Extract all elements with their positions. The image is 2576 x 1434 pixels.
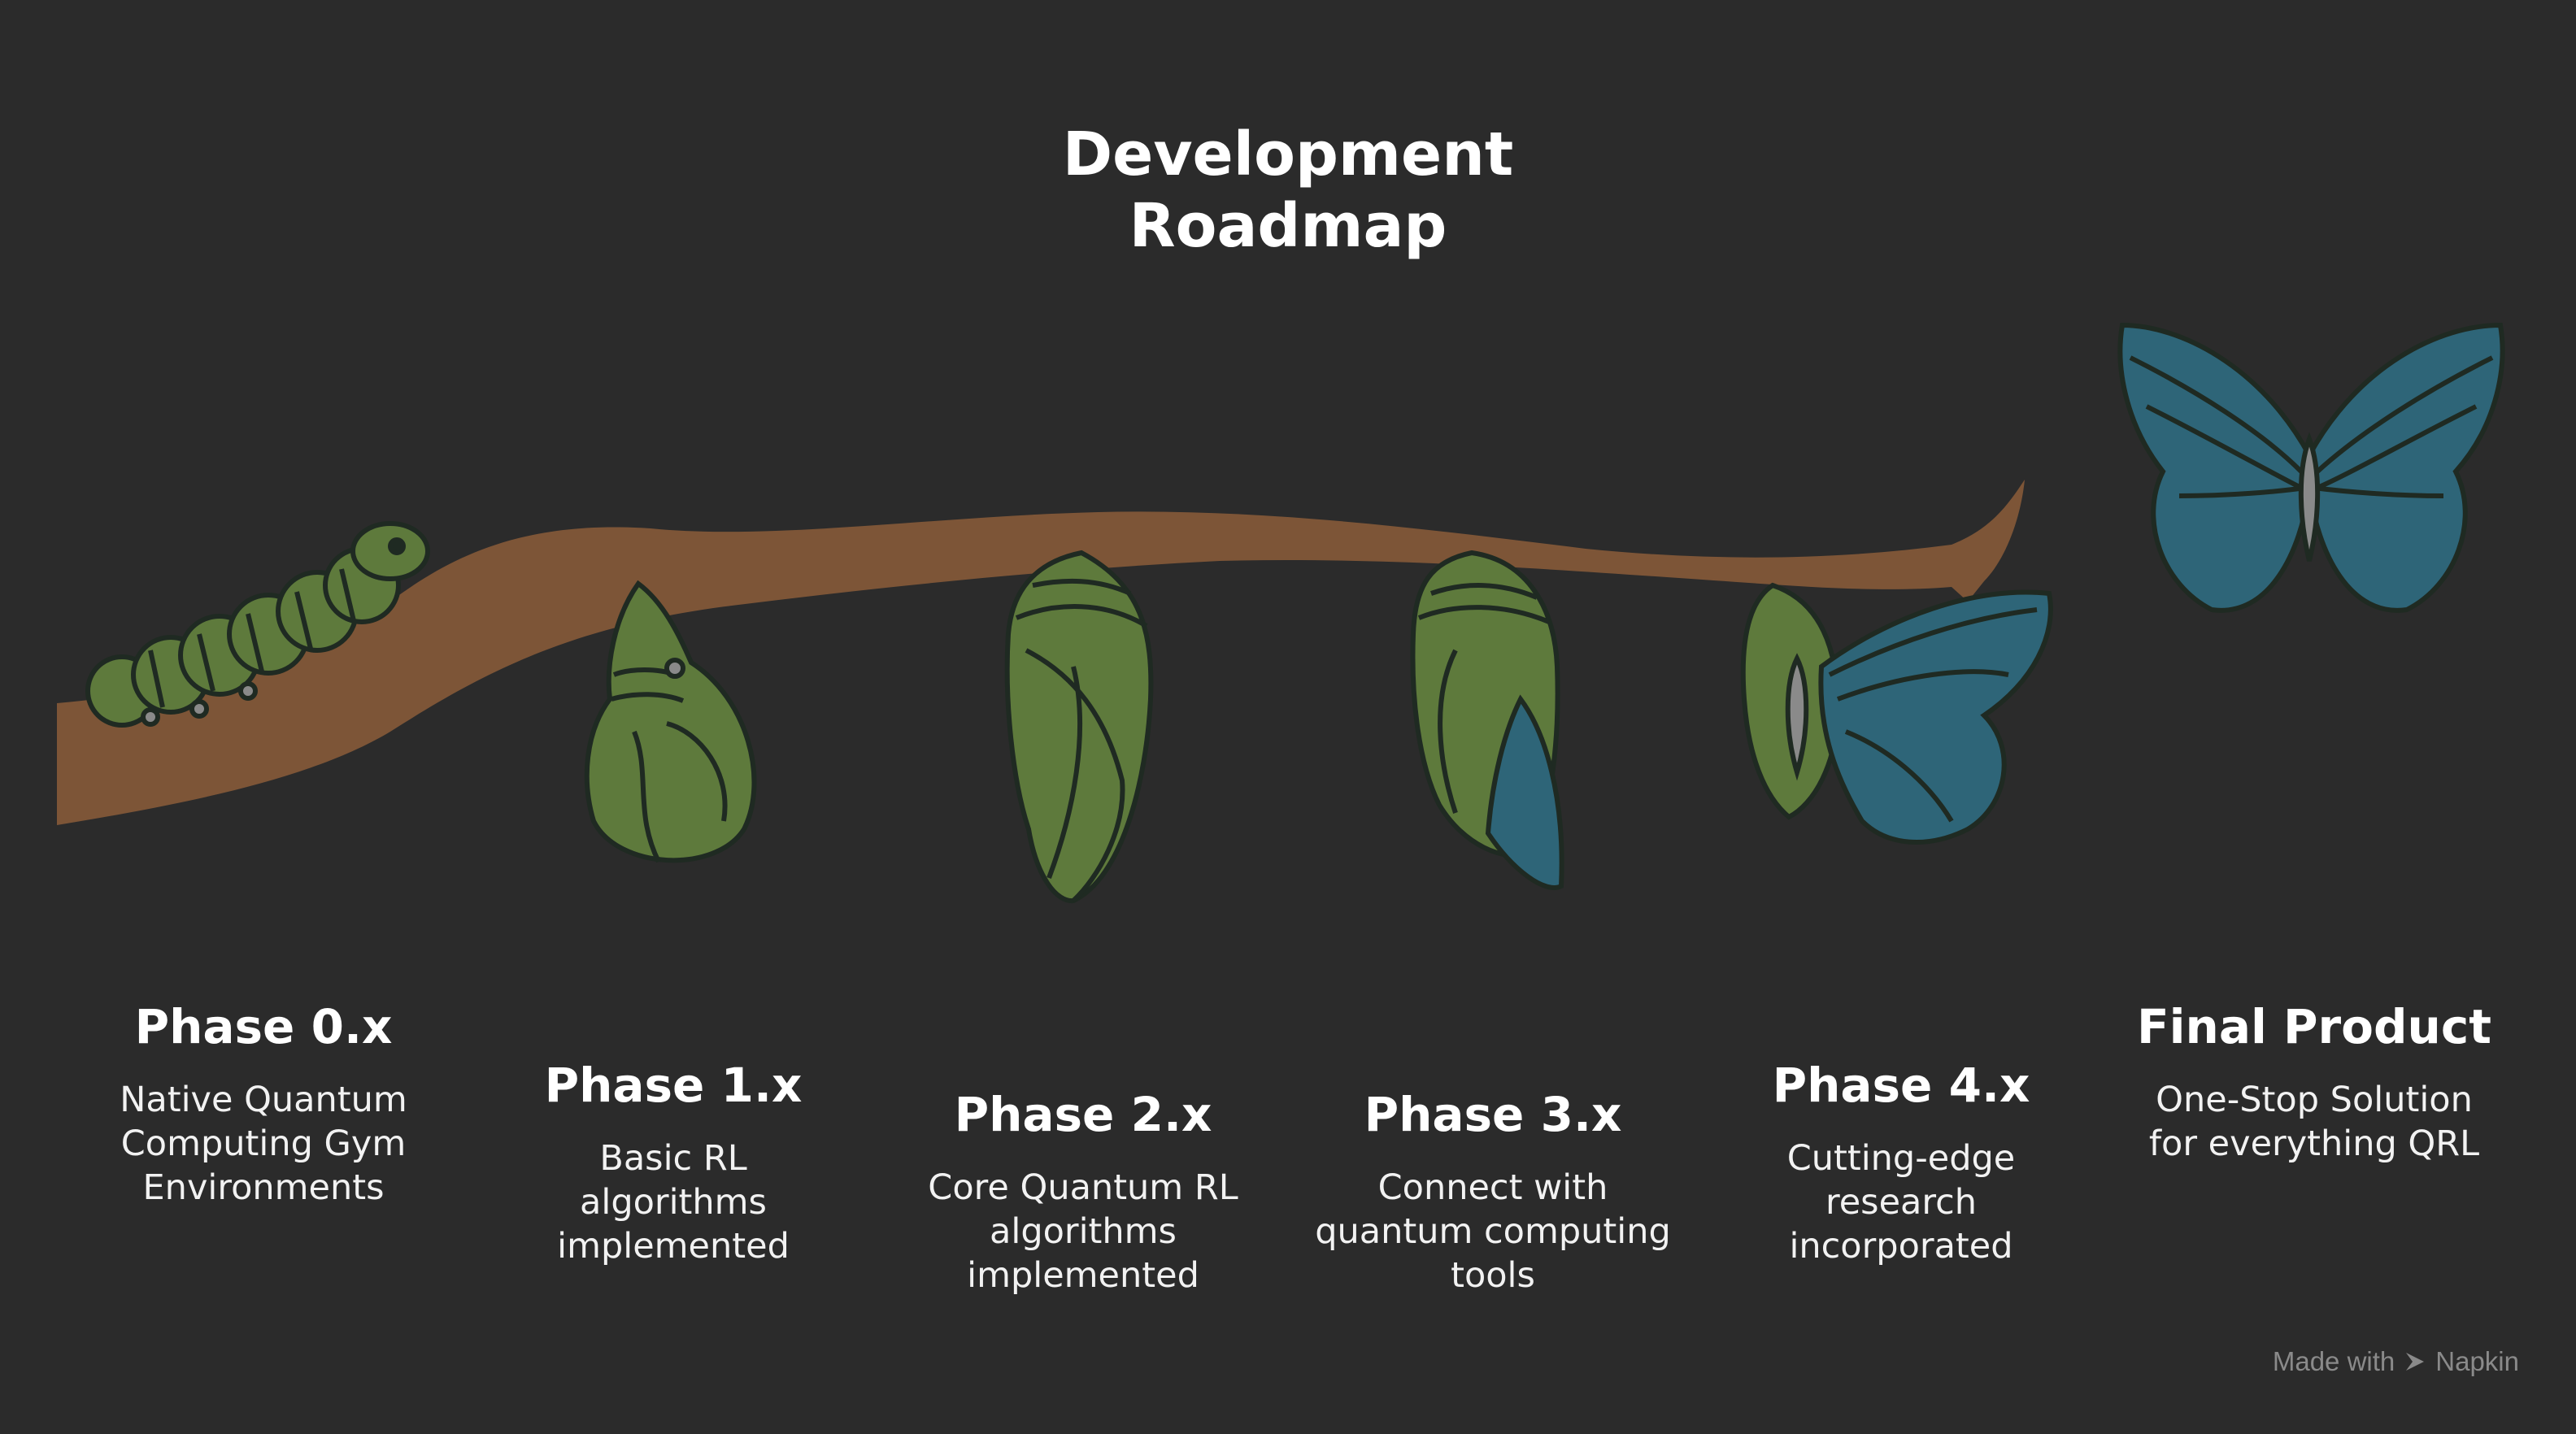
phase-final-title: Final Product	[2137, 999, 2491, 1054]
phase-3-title: Phase 3.x	[1364, 1087, 1622, 1142]
phase-0-desc-line: Native Quantum	[120, 1080, 407, 1120]
phase-1: Phase 1.x Basic RL algorithms implemente…	[462, 1057, 885, 1268]
phase-4-desc-line: research	[1825, 1182, 1978, 1223]
phase-4: Phase 4.x Cutting-edge research incorpor…	[1690, 1057, 2113, 1268]
phase-3-desc-line: quantum computing	[1315, 1211, 1671, 1252]
phase-3-description: Connect with quantum computing tools	[1281, 1166, 1704, 1297]
phase-0-description: Native Quantum Computing Gym Environment…	[52, 1078, 475, 1210]
phase-1-title: Phase 1.x	[544, 1058, 803, 1113]
chrysalis-icon	[1004, 550, 1154, 904]
phase-4-desc-line: incorporated	[1789, 1226, 2013, 1267]
phase-1-description: Basic RL algorithms implemented	[462, 1136, 885, 1268]
phase-4-title: Phase 4.x	[1772, 1058, 2030, 1113]
phase-0-desc-line: Computing Gym	[120, 1123, 407, 1164]
phase-2-description: Core Quantum RL algorithms implemented	[872, 1166, 1295, 1297]
phase-4-desc-line: Cutting-edge	[1786, 1138, 2016, 1179]
phase-3: Phase 3.x Connect with quantum computing…	[1281, 1086, 1704, 1297]
phase-0-title: Phase 0.x	[134, 999, 393, 1054]
phase-final-desc-line: for everything QRL	[2148, 1123, 2480, 1164]
phase-2-desc-line: implemented	[967, 1255, 1199, 1296]
phase-2-desc-line: algorithms	[990, 1211, 1177, 1252]
phase-3-desc-line: Connect with	[1377, 1167, 1608, 1208]
phase-4-description: Cutting-edge research incorporated	[1690, 1136, 2113, 1268]
phase-final-description: One-Stop Solution for everything QRL	[2103, 1078, 2526, 1166]
title-line-1: Development	[1062, 120, 1514, 189]
branch	[57, 480, 2025, 825]
phase-1-desc-line: implemented	[557, 1226, 790, 1267]
phase-1-desc-line: Basic RL	[599, 1138, 747, 1179]
phase-2: Phase 2.x Core Quantum RL algorithms imp…	[872, 1086, 1295, 1297]
butterfly-icon	[2117, 322, 2505, 613]
title-line-2: Roadmap	[1129, 191, 1447, 261]
phase-final: Final Product One-Stop Solution for ever…	[2103, 998, 2526, 1166]
phase-1-desc-line: algorithms	[580, 1182, 767, 1223]
credit-prefix: Made with	[2272, 1346, 2395, 1376]
credit-brand: Napkin	[2435, 1346, 2519, 1376]
phase-final-desc-line: One-Stop Solution	[2156, 1080, 2473, 1120]
emerging-butterfly-icon	[1740, 582, 2053, 845]
caterpillar-icon	[85, 521, 430, 728]
phase-2-desc-line: Core Quantum RL	[928, 1167, 1238, 1208]
diagram-title: Development Roadmap	[963, 119, 1613, 262]
phase-0-desc-line: Environments	[142, 1167, 385, 1208]
phase-2-title: Phase 2.x	[954, 1087, 1212, 1142]
late-chrysalis-icon	[1410, 550, 1564, 890]
phase-3-desc-line: tools	[1451, 1255, 1535, 1296]
early-chrysalis-icon	[584, 580, 757, 863]
napkin-logo-icon	[2406, 1353, 2425, 1371]
phase-0: Phase 0.x Native Quantum Computing Gym E…	[52, 998, 475, 1210]
made-with-napkin-credit[interactable]: Made with Napkin	[2273, 1346, 2519, 1377]
